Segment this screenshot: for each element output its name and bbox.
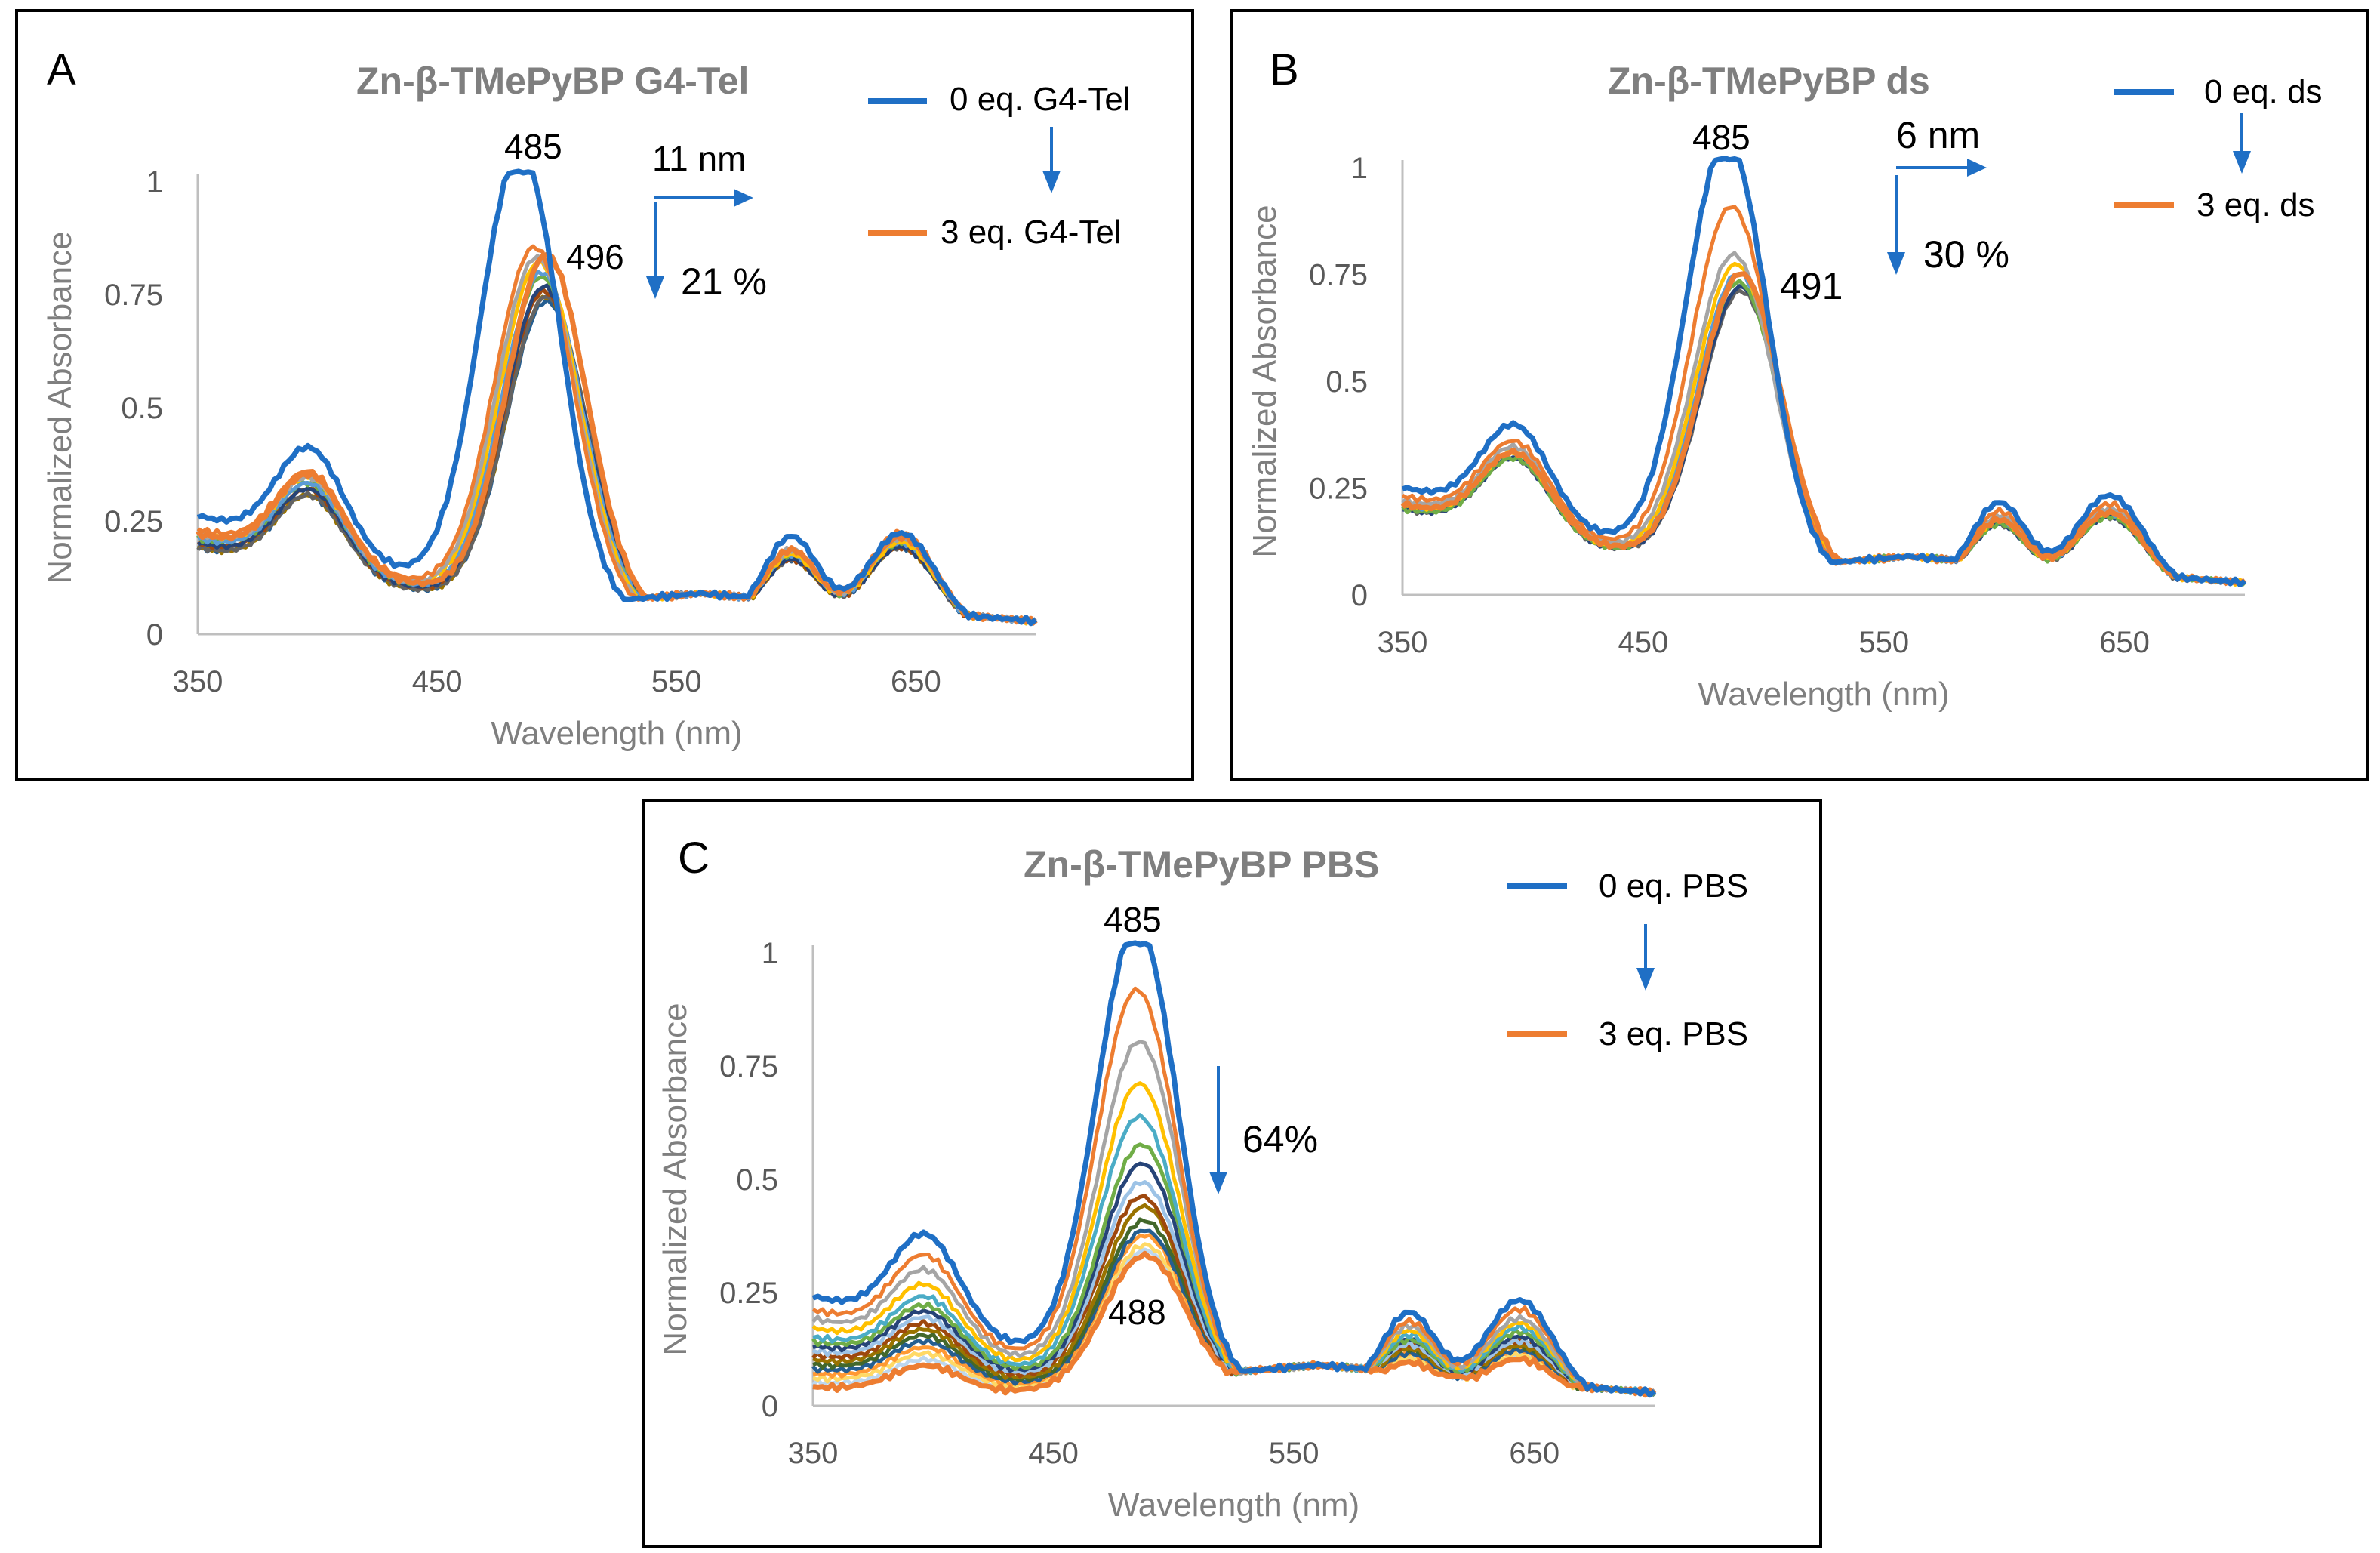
panel-a-peak-end-label: 496: [566, 237, 624, 276]
panel-b-x-tick-label: 650: [2099, 626, 2150, 659]
panel-b-y-tick-label: 0.75: [1309, 259, 1368, 292]
panel-a-decrease-arrowhead: [646, 276, 664, 299]
panel-a-y-tick-label: 0.75: [104, 279, 163, 312]
panel-c-series-line: [811, 940, 1657, 1398]
panel-b-title: Zn-β-TMePyBP ds: [1608, 60, 1930, 102]
panel-a-title: Zn-β-TMePyBP G4-Tel: [356, 60, 749, 102]
panel-b-shift-label: 6 nm: [1896, 114, 1980, 156]
panel-a-legend-end: 3 eq. G4-Tel: [941, 214, 1122, 251]
panel-b-letter: B: [1270, 45, 1299, 94]
panel-c-series-line: [811, 986, 1655, 1397]
panel-c-x-axis-label: Wavelength (nm): [1108, 1487, 1359, 1524]
panel-a-legend-arrowhead: [1042, 171, 1061, 193]
panel-b-peak-end-label: 491: [1780, 265, 1843, 307]
panel-c-series-line: [812, 1250, 1657, 1398]
panel-b-x-tick-label: 450: [1618, 626, 1668, 659]
panel-a-decrease-label: 21 %: [681, 260, 767, 303]
panel-b-y-tick-label: 0: [1351, 579, 1368, 612]
panel-a-x-tick-label: 550: [651, 665, 702, 698]
panel-b-shift-arrowhead: [1967, 159, 1987, 177]
panel-c-frame: [642, 799, 1822, 1548]
panel-b-legend-end: 3 eq. ds: [2197, 186, 2315, 223]
panel-a-peak-start-label: 485: [504, 127, 562, 166]
panel-c-legend-arrowhead: [1636, 968, 1655, 991]
panel-b-x-tick-label: 550: [1858, 626, 1909, 659]
panel-b-x-tick-label: 350: [1378, 626, 1428, 659]
panel-a-x-tick-label: 650: [891, 665, 941, 698]
panel-c-decrease-label: 64%: [1242, 1118, 1318, 1160]
panel-b-series-line: [1400, 271, 2247, 587]
panel-a-y-axis-label: Normalized Absorbance: [42, 231, 79, 584]
panel-b-y-tick-label: 1: [1351, 152, 1368, 185]
panel-a-shift-label: 11 nm: [652, 139, 746, 178]
panel-b-legend-arrowhead: [2233, 151, 2251, 174]
panel-c-title: Zn-β-TMePyBP PBS: [1024, 843, 1379, 886]
panel-c-x-tick-label: 350: [788, 1437, 839, 1470]
panel-a-x-tick-label: 450: [412, 665, 463, 698]
panel-b-frame: [1230, 9, 2369, 781]
panel-c-plot: 350 450 550 650 0 0.25 0.5 0.75 1 Wavelength (nm)…: [657, 937, 1657, 1524]
panel-b-decrease-label: 30 %: [1923, 233, 2009, 276]
panel-a-letter: A: [47, 45, 76, 94]
panel-b-series-line: [1401, 156, 2247, 588]
panel-c-peak-start-label: 485: [1104, 900, 1162, 939]
panel-a-y-tick-label: 0: [146, 618, 163, 652]
panel-c-peak-end-label: 488: [1108, 1293, 1166, 1332]
panel-c-y-axis-label: Normalized Absorbance: [657, 1003, 694, 1355]
panel-c-x-tick-label: 650: [1509, 1437, 1559, 1470]
panel-c-legend-start: 0 eq. PBS: [1599, 867, 1748, 904]
panel-c-x-tick-label: 450: [1028, 1437, 1079, 1470]
panel-a-y-tick-label: 0.5: [121, 392, 163, 425]
panel-b-legend-start: 0 eq. ds: [2204, 73, 2323, 110]
panel-a-plot: 350 450 550 650 0 0.25 0.5 0.75 1 Wavelength (nm)…: [42, 165, 1038, 752]
panel-a-x-tick-label: 350: [173, 665, 223, 698]
panel-a-y-tick-label: 0.25: [104, 505, 163, 538]
panel-c-y-tick-label: 0.25: [719, 1277, 778, 1310]
panel-a-x-axis-label: Wavelength (nm): [491, 715, 742, 752]
panel-b-y-tick-label: 0.25: [1309, 473, 1368, 506]
panel-b-series-line: [1401, 205, 2246, 587]
panel-c-letter: C: [678, 834, 710, 883]
panel-c-y-tick-label: 0: [762, 1390, 778, 1423]
panel-b-plot: 350 450 550 650 0 0.25 0.5 0.75 1 Wavelength (nm)…: [1246, 152, 2247, 713]
panel-c-x-tick-label: 550: [1269, 1437, 1319, 1470]
panel-c-y-tick-label: 0.5: [736, 1163, 778, 1197]
panel-a-frame: [15, 9, 1194, 781]
panel-c-y-tick-label: 0.75: [719, 1050, 778, 1083]
panel-b: B Zn-β-TMePyBP ds 350 450 550 650 0 0.25 0.5 0.…: [1230, 9, 2369, 781]
panel-c-legend-end: 3 eq. PBS: [1599, 1015, 1748, 1052]
panel-b-peak-start-label: 485: [1692, 118, 1750, 157]
panel-c-decrease-arrowhead: [1209, 1172, 1227, 1194]
panel-a-y-tick-label: 1: [146, 165, 163, 199]
panel-b-y-axis-label: Normalized Absorbance: [1246, 205, 1283, 557]
panel-b-decrease-arrowhead: [1887, 252, 1905, 275]
panel-a-legend-start: 0 eq. G4-Tel: [950, 81, 1131, 118]
panel-b-x-axis-label: Wavelength (nm): [1698, 676, 1949, 713]
panel-c: C Zn-β-TMePyBP PBS 350 450 550 650 0 0.25 0.5 0…: [642, 799, 1822, 1548]
panel-c-y-tick-label: 1: [762, 937, 778, 970]
panel-a-shift-arrowhead: [734, 189, 753, 207]
panel-a: A Zn-β-TMePyBP G4-Tel 350 450 550 650 0 0.25 0…: [15, 9, 1194, 781]
panel-a-series-line: [196, 168, 1038, 627]
panel-b-y-tick-label: 0.5: [1325, 365, 1368, 399]
